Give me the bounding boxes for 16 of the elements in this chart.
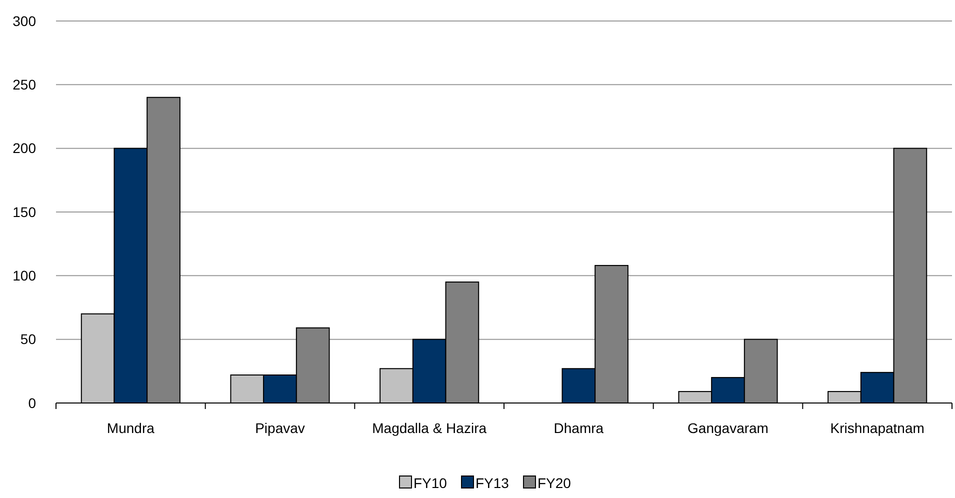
y-tick-label: 50 (20, 331, 36, 348)
x-tick-label: Dhamra (554, 420, 604, 436)
y-tick-label: 0 (28, 394, 36, 411)
y-tick-label: 300 (12, 12, 36, 29)
y-tick-label: 200 (12, 140, 36, 156)
x-tick-label: Pipavav (255, 420, 305, 436)
legend-label: FY13 (476, 475, 510, 491)
legend-label: FY20 (538, 475, 572, 491)
y-tick-label: 150 (12, 204, 36, 220)
x-tick-label: Magdalla & Hazira (372, 420, 487, 436)
x-tick-label: Mundra (106, 420, 155, 436)
y-tick-label: 250 (12, 76, 36, 93)
x-tick-label: Krishnapatnam (830, 420, 924, 436)
legend-label: FY10 (414, 475, 448, 491)
x-tick-label: Gangavaram (688, 420, 768, 436)
y-tick-label: 100 (12, 268, 36, 284)
